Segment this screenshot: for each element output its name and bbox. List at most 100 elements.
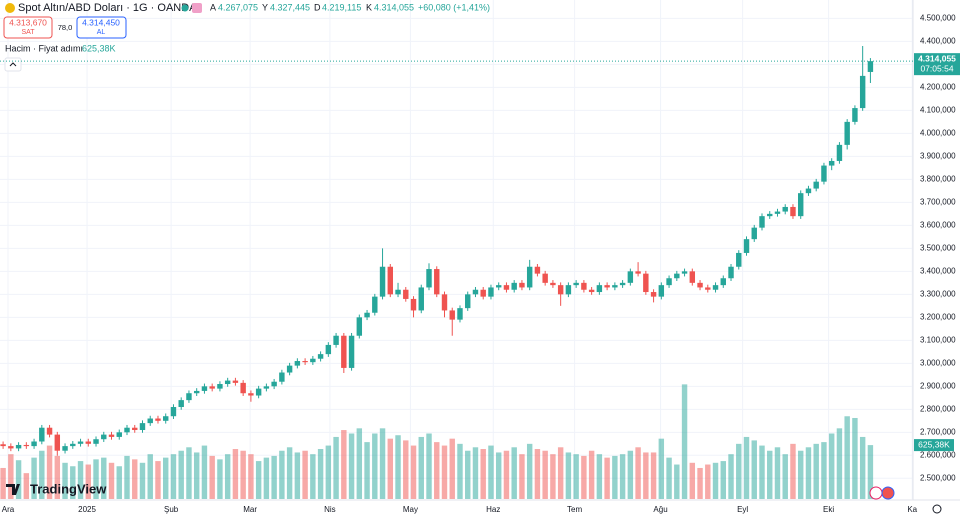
candle-body bbox=[495, 285, 502, 288]
candle-body bbox=[372, 296, 378, 313]
candle-body bbox=[828, 160, 835, 166]
symbol-title[interactable]: Spot Altın/ABD Doları · 1G · OANDA bbox=[18, 2, 197, 14]
candle-body bbox=[852, 108, 858, 122]
volume-bar bbox=[542, 450, 548, 499]
candle-body bbox=[132, 427, 138, 431]
collapse-button[interactable] bbox=[4, 57, 22, 72]
volume-bar bbox=[155, 461, 161, 499]
candle-body bbox=[720, 278, 726, 286]
volume-bar bbox=[666, 457, 672, 499]
candle-body bbox=[813, 181, 819, 189]
volume-bar bbox=[147, 454, 153, 499]
y-tick-label: 4.100,000 bbox=[920, 105, 956, 114]
volume-bar bbox=[480, 449, 486, 499]
volume-bar bbox=[193, 452, 200, 499]
candle-body bbox=[333, 335, 339, 345]
volume-bar bbox=[379, 428, 386, 499]
y-tick-label: 3.100,000 bbox=[920, 335, 956, 344]
volume-bar bbox=[325, 445, 332, 499]
candle-body bbox=[170, 407, 177, 417]
sell-button[interactable] bbox=[3, 16, 53, 39]
volume-bar bbox=[224, 454, 231, 499]
candle-body bbox=[217, 384, 223, 389]
ohlc-key: K bbox=[366, 2, 372, 12]
volume-bar bbox=[279, 450, 285, 499]
ohlc-value: 4.327,445 bbox=[270, 2, 310, 12]
volume-bar bbox=[124, 455, 130, 499]
volume-bar bbox=[31, 457, 37, 499]
candle-body bbox=[790, 206, 796, 217]
candle-body bbox=[550, 282, 556, 286]
candle-body bbox=[46, 427, 53, 435]
candle-body bbox=[488, 287, 494, 297]
candle-body bbox=[271, 381, 277, 387]
candle-body bbox=[263, 386, 270, 389]
sell-label: SAT bbox=[21, 29, 35, 36]
x-tick-label: Tem bbox=[567, 505, 582, 514]
price-badge bbox=[914, 53, 960, 76]
y-tick-label: 3.300,000 bbox=[920, 289, 956, 298]
candle-body bbox=[139, 423, 146, 431]
x-tick-label: Eki bbox=[823, 505, 834, 514]
volume-bar bbox=[596, 454, 603, 499]
candle-body bbox=[201, 386, 208, 391]
candle-body bbox=[836, 144, 843, 161]
candle-body bbox=[124, 427, 130, 433]
settings-icon[interactable] bbox=[932, 504, 942, 514]
status-dot bbox=[181, 4, 189, 12]
volume-bar bbox=[77, 461, 84, 499]
countdown: 07:05:54 bbox=[920, 63, 953, 73]
candle-body bbox=[681, 271, 688, 274]
x-tick-label: Ka bbox=[907, 505, 917, 514]
candle-body bbox=[666, 278, 672, 286]
volume-bar bbox=[286, 447, 293, 499]
event-icon[interactable] bbox=[869, 486, 883, 500]
candle-body bbox=[418, 287, 424, 311]
volume-bar bbox=[271, 455, 277, 499]
candle-body bbox=[101, 434, 107, 440]
volume-bar bbox=[240, 450, 246, 499]
candle-body bbox=[821, 165, 827, 182]
x-tick-label: Ara bbox=[2, 505, 15, 514]
flag-icon[interactable] bbox=[881, 486, 895, 500]
volume-bar bbox=[627, 450, 634, 499]
symbol-icon bbox=[5, 3, 15, 13]
volume-bar bbox=[163, 457, 169, 499]
volume-bar bbox=[821, 442, 827, 499]
candle-body bbox=[705, 287, 711, 290]
y-tick-label: 3.900,000 bbox=[920, 151, 956, 160]
candle-body bbox=[805, 188, 812, 194]
sell-price: 4.313,670 bbox=[9, 17, 47, 27]
volume-bar bbox=[418, 436, 424, 499]
volume-bar bbox=[333, 436, 339, 499]
candle-body bbox=[116, 432, 122, 437]
volume-bar bbox=[108, 462, 115, 499]
candle-body bbox=[62, 446, 68, 451]
candle-body bbox=[798, 193, 804, 217]
candle-body bbox=[526, 266, 533, 288]
volume-bar bbox=[39, 450, 45, 499]
volume-bar bbox=[472, 447, 479, 499]
volume-bar bbox=[15, 460, 22, 499]
candle-body bbox=[317, 354, 324, 359]
candle-body bbox=[178, 400, 184, 408]
ohlc-value: 4.219,115 bbox=[322, 2, 361, 12]
volume-bar bbox=[519, 454, 525, 499]
candle-body bbox=[364, 312, 370, 318]
volume-bar bbox=[341, 430, 347, 499]
buy-button[interactable] bbox=[76, 16, 127, 39]
logo-icon bbox=[6, 484, 20, 495]
volume-bar bbox=[581, 455, 587, 499]
candle-body bbox=[387, 266, 394, 295]
candle-body bbox=[728, 266, 734, 279]
volume-bar bbox=[178, 450, 184, 499]
y-tick-label: 3.400,000 bbox=[920, 266, 956, 275]
candle-body bbox=[403, 289, 409, 299]
volume-bar bbox=[488, 445, 494, 499]
candle-body bbox=[557, 285, 564, 295]
candle-body bbox=[302, 361, 308, 363]
candle-body bbox=[635, 271, 641, 274]
volume-bar bbox=[635, 447, 641, 499]
candle-body bbox=[867, 61, 874, 72]
volume-bar bbox=[689, 462, 696, 499]
